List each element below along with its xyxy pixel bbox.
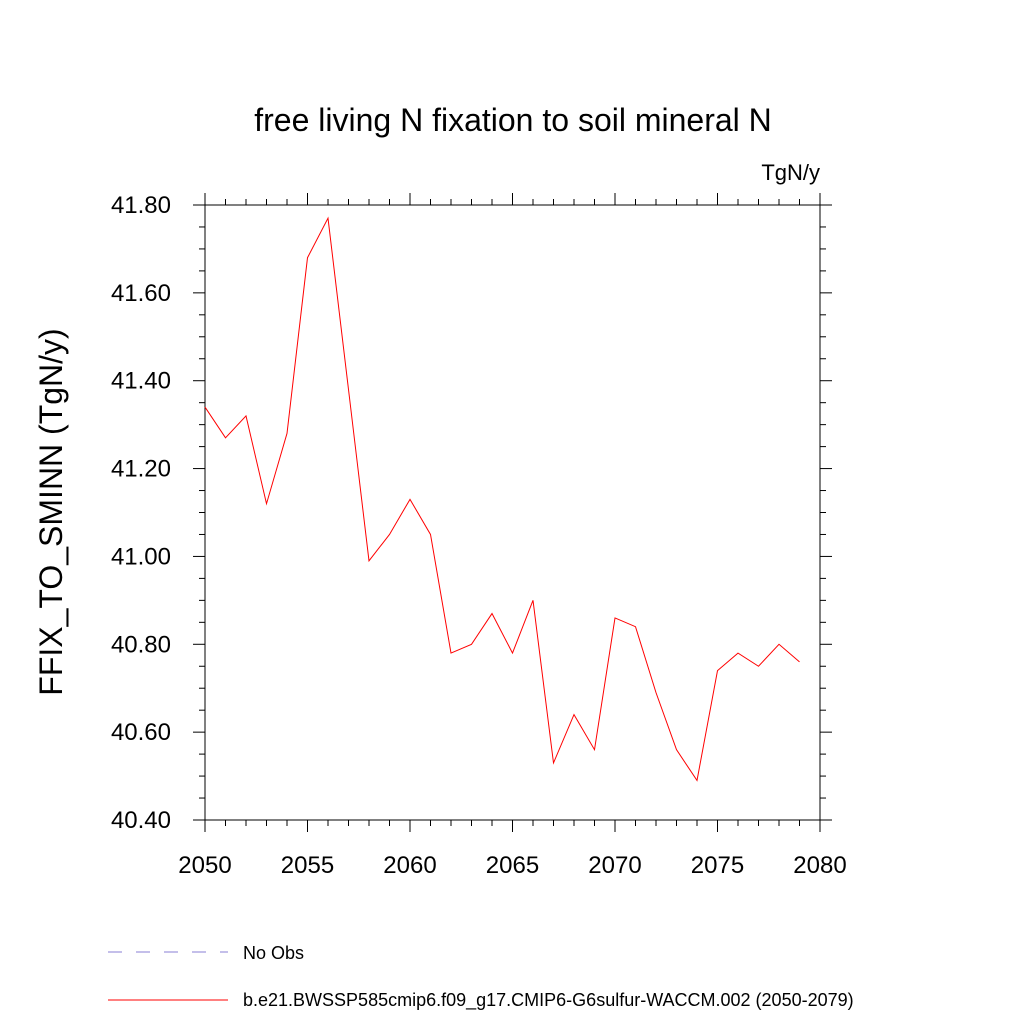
y-tick-label: 41.00 [111, 543, 171, 570]
y-tick-label: 41.60 [111, 280, 171, 307]
x-tick-label: 2065 [486, 852, 539, 879]
y-tick-label: 40.60 [111, 719, 171, 746]
x-tick-label: 2050 [178, 852, 231, 879]
x-tick-label: 2075 [691, 852, 744, 879]
chart-title: free living N fixation to soil mineral N [254, 102, 772, 138]
legend-label-no-obs: No Obs [243, 943, 304, 963]
series-line [204, 216, 800, 782]
y-axis-label: FFIX_TO_SMINN (TgN/y) [33, 328, 69, 695]
axis-ticks [193, 193, 832, 832]
legend: No Obs b.e21.BWSSP585cmip6.f09_g17.CMIP6… [108, 943, 854, 1011]
y-tick-label: 40.40 [111, 807, 171, 834]
plot-frame [204, 204, 821, 821]
y-tick-label: 41.80 [111, 192, 171, 219]
legend-label-series: b.e21.BWSSP585cmip6.f09_g17.CMIP6-G6sulf… [243, 990, 854, 1011]
units-label: TgN/y [761, 160, 820, 185]
x-tick-label: 2055 [281, 852, 334, 879]
x-tick-label: 2070 [588, 852, 641, 879]
y-tick-label: 41.40 [111, 368, 171, 395]
series-layer [204, 216, 800, 782]
x-tick-label: 2060 [383, 852, 436, 879]
y-tick-label: 40.80 [111, 631, 171, 658]
x-tick-label: 2080 [793, 852, 846, 879]
axis-tick-labels: 2050 2055 2060 2065 2070 2075 2080 40.40 40.60 40… [111, 192, 847, 879]
y-tick-label: 41.20 [111, 456, 171, 483]
